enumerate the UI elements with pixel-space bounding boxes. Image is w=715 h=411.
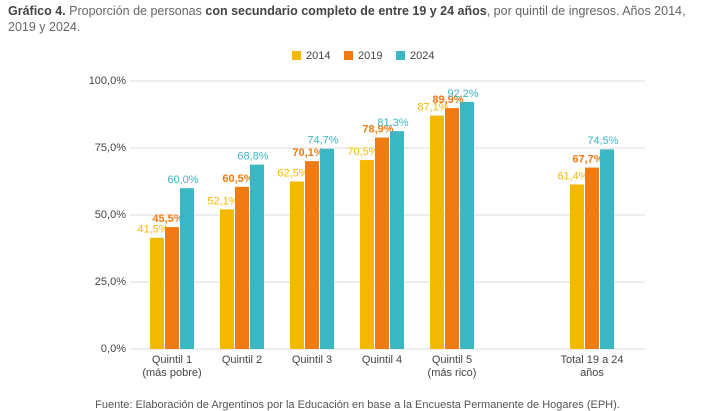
- value-label: 74,7%: [307, 135, 338, 147]
- bar: [430, 115, 444, 350]
- legend-swatch: [292, 51, 301, 60]
- bar: [390, 131, 404, 349]
- value-label: 81,3%: [377, 117, 408, 129]
- bar: [460, 101, 474, 350]
- y-tick-label: 25,0%: [95, 276, 126, 288]
- source-note: Fuente: Elaboración de Argentinos por la…: [95, 399, 620, 411]
- bar: [305, 161, 319, 349]
- legend-swatch: [396, 51, 405, 60]
- value-label: 62,5%: [277, 167, 308, 179]
- value-label: 78,9%: [362, 123, 393, 135]
- title-text: Proporción de personas: [69, 4, 202, 18]
- value-label: 52,1%: [207, 195, 238, 207]
- bar: [585, 167, 599, 349]
- legend-label: 2014: [306, 50, 330, 62]
- value-label: 74,5%: [587, 135, 618, 147]
- title-label: Gráfico 4.: [8, 4, 66, 18]
- value-label: 92,2%: [447, 88, 478, 100]
- x-tick-label: Quintil 4: [361, 354, 403, 366]
- y-tick-label: 50,0%: [95, 209, 126, 221]
- title-bold: con secundario completo de entre 19 y 24…: [205, 4, 487, 18]
- value-label: 60,0%: [167, 174, 198, 186]
- bar: [570, 184, 584, 349]
- value-label: 45,5%: [152, 213, 183, 225]
- bar: [320, 148, 334, 349]
- bar: [445, 108, 459, 350]
- value-label: 41,5%: [137, 224, 168, 236]
- bar: [600, 149, 614, 349]
- y-tick-label: 100,0%: [89, 75, 127, 87]
- value-label: 87,1%: [417, 101, 448, 113]
- bar: [250, 164, 264, 349]
- bar: [375, 137, 389, 349]
- bar: [180, 188, 194, 349]
- x-tick-label: Quintil 3: [291, 354, 333, 366]
- bar: [150, 237, 164, 349]
- value-label: 70,1%: [292, 147, 323, 159]
- value-label: 89,9%: [432, 94, 463, 106]
- bar: [235, 186, 249, 349]
- x-tick-label: Quintil 1 (más pobre): [142, 354, 202, 379]
- value-label: 67,7%: [572, 153, 603, 165]
- bar: [360, 160, 374, 349]
- bar: [220, 209, 234, 349]
- y-tick-label: 0,0%: [101, 343, 126, 355]
- x-tick-label: Total 19 a 24 años: [560, 354, 624, 379]
- value-label: 68,8%: [237, 151, 268, 163]
- chart-title: Gráfico 4. Proporción de personas con se…: [8, 3, 708, 35]
- bar: [290, 181, 304, 349]
- bar: [165, 227, 179, 349]
- legend-label: 2024: [410, 50, 434, 62]
- y-tick-label: 75,0%: [95, 142, 126, 154]
- legend-swatch: [344, 51, 353, 60]
- legend-label: 2019: [358, 50, 382, 62]
- title-text: , por quintil de ingresos. Años 2014, 20…: [8, 4, 686, 34]
- x-tick-label: Quintil 2: [221, 354, 263, 366]
- value-label: 70,5%: [347, 146, 378, 158]
- value-label: 61,4%: [557, 170, 588, 182]
- value-label: 60,5%: [222, 173, 253, 185]
- x-tick-label: Quintil 5 (más rico): [427, 354, 477, 379]
